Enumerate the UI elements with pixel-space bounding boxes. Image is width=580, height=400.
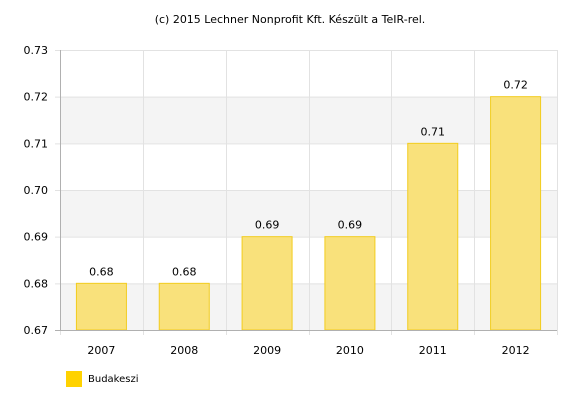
bar: [75, 282, 127, 331]
axes: [55, 50, 557, 331]
data-label: 0.71: [421, 125, 446, 138]
chart-credit: (c) 2015 Lechner Nonprofit Kft. Készült …: [154, 13, 426, 26]
x-tick-labels: 2007 2008 2009 2010 2011 2012: [87, 344, 529, 357]
y-tick-label: 0.69: [24, 231, 49, 244]
bar: [158, 282, 210, 331]
x-tick-label: 2011: [419, 344, 447, 357]
x-tick-label: 2010: [336, 344, 364, 357]
data-label: 0.72: [503, 79, 528, 92]
x-tick-label: 2007: [87, 344, 115, 357]
y-tick-label: 0.67: [24, 324, 49, 337]
data-label: 0.68: [89, 265, 114, 278]
y-tick-label: 0.71: [24, 137, 49, 150]
y-tick-label: 0.68: [24, 277, 49, 290]
y-tick-label: 0.73: [24, 44, 49, 57]
plot-band: [60, 283, 557, 330]
plot-bands: [60, 96, 557, 330]
y-tick-label: 0.70: [24, 184, 49, 197]
legend: Budakeszi: [66, 371, 139, 387]
bar: [241, 236, 293, 331]
data-label: 0.69: [255, 219, 280, 232]
gridlines: [55, 50, 558, 335]
bar: [490, 96, 542, 331]
legend-label: Budakeszi: [88, 373, 139, 385]
x-tick-label: 2008: [170, 344, 198, 357]
data-labels: 0.68 0.68 0.69 0.69 0.71 0.72: [89, 79, 528, 279]
bar: [407, 142, 459, 331]
data-label: 0.68: [172, 265, 197, 278]
bar: [324, 236, 376, 331]
y-tick-label: 0.72: [24, 91, 49, 104]
bars: [75, 96, 542, 331]
plot-band: [60, 190, 557, 237]
y-tick-labels: 0.67 0.68 0.69 0.70 0.71 0.72 0.73: [24, 44, 49, 337]
x-tick-label: 2009: [253, 344, 281, 357]
x-tick-label: 2012: [502, 344, 530, 357]
plot-band: [60, 96, 557, 144]
legend-swatch: [66, 371, 82, 387]
data-label: 0.69: [338, 219, 363, 232]
